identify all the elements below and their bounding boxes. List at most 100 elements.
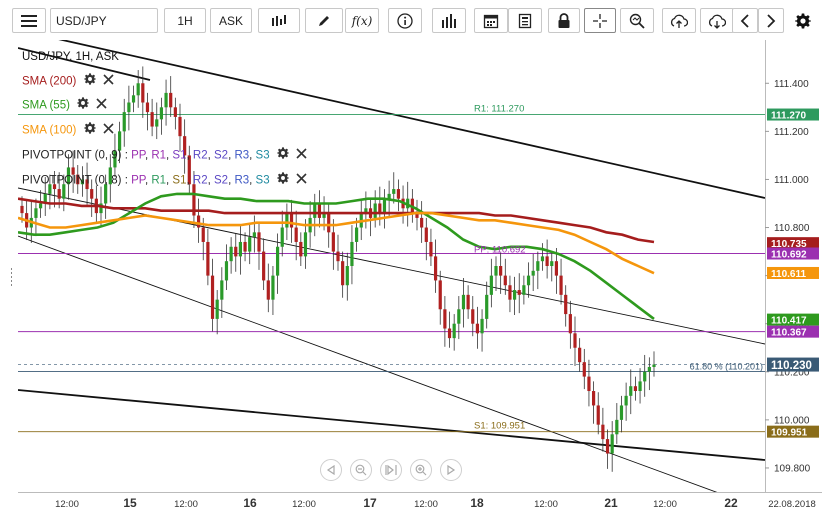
x-tick-label: 12:00 xyxy=(174,499,198,510)
channel-line-lower[interactable] xyxy=(18,235,765,510)
crosshair-button[interactable] xyxy=(584,8,616,33)
candle xyxy=(257,232,261,252)
candle xyxy=(508,285,512,300)
menu-button[interactable] xyxy=(12,8,46,33)
reset-icon xyxy=(385,464,397,476)
pivot2-settings-button[interactable] xyxy=(276,172,289,189)
pivot1-s2: S2 xyxy=(213,149,229,162)
candle xyxy=(99,203,103,214)
candle xyxy=(252,232,256,238)
x-tick-label: 12:00 xyxy=(414,499,438,510)
sma100-settings-button[interactable] xyxy=(83,122,96,139)
candle xyxy=(183,136,187,156)
candle xyxy=(136,83,140,96)
candle xyxy=(522,285,526,295)
candle xyxy=(313,203,317,218)
price-marker-label: 110.417 xyxy=(771,315,807,326)
pivot2-remove-button[interactable] xyxy=(296,172,307,189)
next-button[interactable] xyxy=(758,8,784,33)
zoom-in-button[interactable] xyxy=(410,459,432,481)
chart-type-button[interactable] xyxy=(258,8,300,33)
settings-button[interactable] xyxy=(790,8,816,33)
sma100-remove-button[interactable] xyxy=(103,122,114,139)
price-marker xyxy=(767,357,819,372)
zoom-in-icon xyxy=(415,464,427,476)
sma200-settings-button[interactable] xyxy=(83,73,96,90)
close-icon xyxy=(296,147,307,159)
candle xyxy=(424,227,428,242)
upload-button[interactable] xyxy=(662,8,696,33)
sma55-line[interactable] xyxy=(18,192,655,320)
timeframe-select[interactable]: 1H xyxy=(164,8,206,33)
candle xyxy=(113,150,117,168)
legend-title-text: USD/JPY, 1H, ASK xyxy=(22,51,119,63)
candle xyxy=(43,193,47,204)
candle xyxy=(220,280,224,300)
lock-button[interactable] xyxy=(548,8,580,33)
candle xyxy=(647,366,651,372)
gear-icon xyxy=(276,147,289,159)
trendline-lower[interactable] xyxy=(18,389,765,461)
reset-view-button[interactable] xyxy=(380,459,402,481)
fx-label: f(x) xyxy=(351,13,373,28)
candle xyxy=(206,241,210,276)
pivot1-settings-button[interactable] xyxy=(276,147,289,164)
pivot1-remove-button[interactable] xyxy=(296,147,307,164)
x-tick-label: 22.08.2018 xyxy=(768,499,816,510)
draw-tools-button[interactable] xyxy=(305,8,343,33)
news-button[interactable] xyxy=(508,8,542,33)
candle xyxy=(275,246,280,276)
toolbar: USD/JPY 1H ASK f(x) xyxy=(0,0,822,40)
candle xyxy=(80,179,85,185)
pivot1-pp: PP xyxy=(131,149,145,162)
channel-line-upper[interactable] xyxy=(18,187,765,345)
scroll-left-button[interactable] xyxy=(320,459,342,481)
crosshair-icon xyxy=(593,13,607,28)
candle xyxy=(494,266,498,276)
x-tick-label: 16 xyxy=(243,496,257,510)
candle xyxy=(71,167,75,175)
x-tick-label: 22 xyxy=(724,496,738,510)
symbol-select[interactable]: USD/JPY xyxy=(50,8,158,33)
price-chart[interactable]: R1: 111.270 PP: 110.692 S1: 109.951 61.80 %… xyxy=(0,40,822,513)
sma55-remove-button[interactable] xyxy=(96,97,107,114)
zoom-button[interactable] xyxy=(620,8,654,33)
price-marker-label: 110.367 xyxy=(771,327,807,338)
sma55-settings-button[interactable] xyxy=(77,97,90,114)
info-button[interactable] xyxy=(388,8,422,33)
sma100-line[interactable] xyxy=(18,211,655,275)
candle xyxy=(591,391,596,406)
pivot1-s1: S1 xyxy=(172,149,187,162)
trendline-upper[interactable] xyxy=(18,40,765,199)
pencil-icon xyxy=(319,15,329,26)
close-icon xyxy=(96,97,107,109)
candle xyxy=(354,227,359,242)
candle xyxy=(243,241,247,252)
zoom-out-button[interactable] xyxy=(350,459,372,481)
sma200-line[interactable] xyxy=(18,197,655,244)
candle xyxy=(364,208,368,214)
sma200-remove-button[interactable] xyxy=(103,73,114,90)
candle xyxy=(52,184,57,190)
candle xyxy=(141,83,145,103)
candle xyxy=(66,167,71,185)
chevron-right-icon xyxy=(767,13,776,28)
indicators-button[interactable]: f(x) xyxy=(345,8,379,33)
calendar-button[interactable] xyxy=(474,8,508,33)
candle xyxy=(169,92,173,108)
x-tick-label: 12:00 xyxy=(55,499,79,510)
pivot2-r1: R1 xyxy=(151,174,167,187)
price-side-select[interactable]: ASK xyxy=(210,8,252,33)
x-tick-label: 12:00 xyxy=(292,499,316,510)
candle xyxy=(433,256,438,281)
candle xyxy=(350,241,354,266)
pivot1-r2: R2 xyxy=(192,149,208,162)
download-button[interactable] xyxy=(700,8,734,33)
symbol-label: USD/JPY xyxy=(56,13,107,28)
trendline-top[interactable] xyxy=(18,47,151,81)
prev-button[interactable] xyxy=(732,8,758,33)
volume-button[interactable] xyxy=(432,8,466,33)
scroll-right-button[interactable] xyxy=(440,459,462,481)
candle xyxy=(122,112,126,132)
price-marker-label: 110.230 xyxy=(771,360,812,372)
